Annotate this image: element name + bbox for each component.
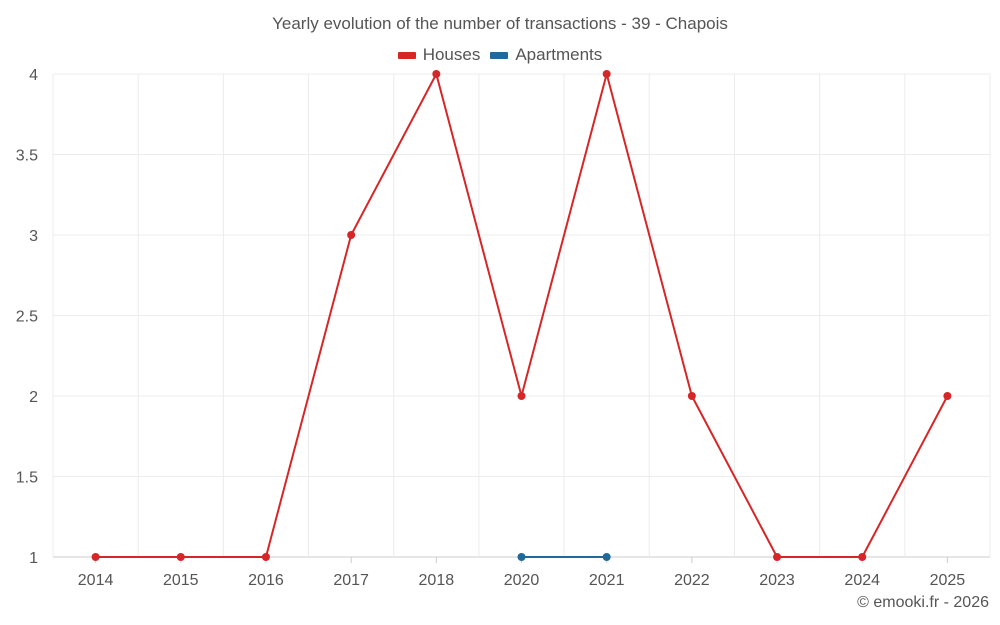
x-tick-label: 2023 <box>759 572 795 589</box>
y-tick-label: 2.5 <box>16 309 38 326</box>
data-point-houses <box>432 70 441 78</box>
legend-item-houses[interactable]: Houses <box>397 45 481 65</box>
data-point-apartments <box>602 553 611 561</box>
data-point-houses <box>347 231 356 239</box>
y-tick-label: 3.5 <box>16 148 38 165</box>
x-tick-label: 2016 <box>248 572 284 589</box>
data-point-houses <box>261 553 270 561</box>
x-tick-label: 2022 <box>674 572 710 589</box>
x-tick-label: 2014 <box>78 572 114 589</box>
legend-swatch-apartments <box>490 51 509 59</box>
legend: Houses Apartments <box>0 45 1000 65</box>
y-tick-label: 1 <box>29 550 38 567</box>
data-point-houses <box>687 392 696 400</box>
data-point-apartments <box>517 553 526 561</box>
series <box>91 70 952 561</box>
legend-label-apartments: Apartments <box>515 45 603 64</box>
y-tick-label: 4 <box>29 67 38 84</box>
data-point-houses <box>858 553 867 561</box>
data-point-houses <box>91 553 100 561</box>
data-point-houses <box>773 553 782 561</box>
y-tick-label: 2 <box>29 389 38 406</box>
legend-item-apartments[interactable]: Apartments <box>490 45 602 65</box>
x-tick-label: 2024 <box>844 572 880 589</box>
data-point-houses <box>517 392 526 400</box>
data-point-houses <box>602 70 611 78</box>
axes: 1 1.5 2 2.5 3 3.5 4 2014 2015 2016 2017 2018 2020 202… <box>16 67 966 589</box>
legend-label-houses: Houses <box>422 45 481 64</box>
chart-title: Yearly evolution of the number of transa… <box>272 14 728 33</box>
x-tick-label: 2021 <box>589 572 625 589</box>
grid <box>52 73 991 558</box>
x-tick-label: 2017 <box>333 572 369 589</box>
x-tick-label: 2018 <box>419 572 455 589</box>
y-tick-label: 1.5 <box>16 470 38 487</box>
data-point-houses <box>943 392 952 400</box>
data-point-houses <box>176 553 185 561</box>
y-tick-label: 3 <box>29 228 38 245</box>
x-tick-label: 2025 <box>930 572 966 589</box>
legend-swatch-houses <box>397 51 416 59</box>
x-tick-label: 2020 <box>504 572 540 589</box>
x-tick-label: 2015 <box>163 572 199 589</box>
credit: © emooki.fr - 2026 <box>857 594 989 611</box>
